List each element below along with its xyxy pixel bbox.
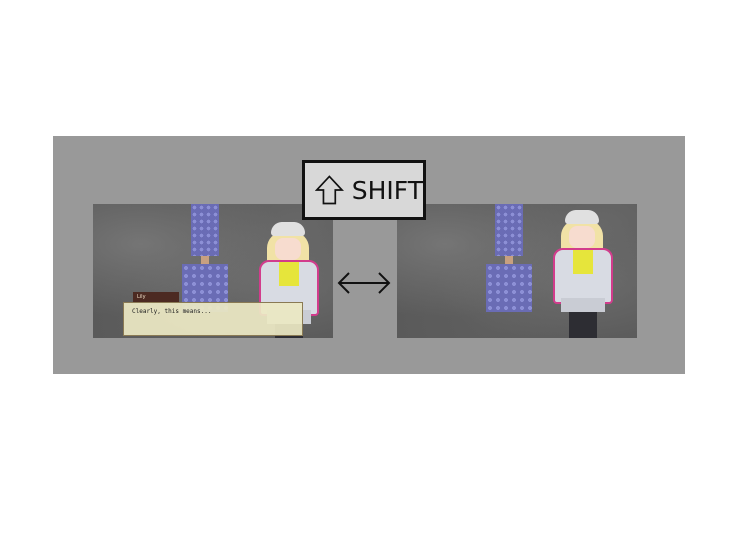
dialog-box: Clearly, this means... <box>123 302 303 336</box>
shift-label: SHIFT <box>351 175 423 205</box>
speaker-name: Lily <box>133 292 179 302</box>
shift-arrow-icon <box>315 175 344 205</box>
pillar-neck <box>505 256 513 264</box>
character-sprite <box>553 210 615 338</box>
pillar-bottom <box>486 264 532 312</box>
dialog-text: Clearly, this means... <box>132 308 212 315</box>
pillar-neck <box>201 256 209 264</box>
comparison-panel: Lily Clearly, this means... SHIFT <box>53 136 685 374</box>
double-arrow-icon <box>337 272 391 294</box>
pillar-top <box>191 204 219 256</box>
screenshot-dialog-shown: Lily Clearly, this means... <box>93 204 333 338</box>
shift-key: SHIFT <box>302 160 426 220</box>
pillar-top <box>495 204 523 256</box>
screenshot-dialog-hidden <box>397 204 637 338</box>
